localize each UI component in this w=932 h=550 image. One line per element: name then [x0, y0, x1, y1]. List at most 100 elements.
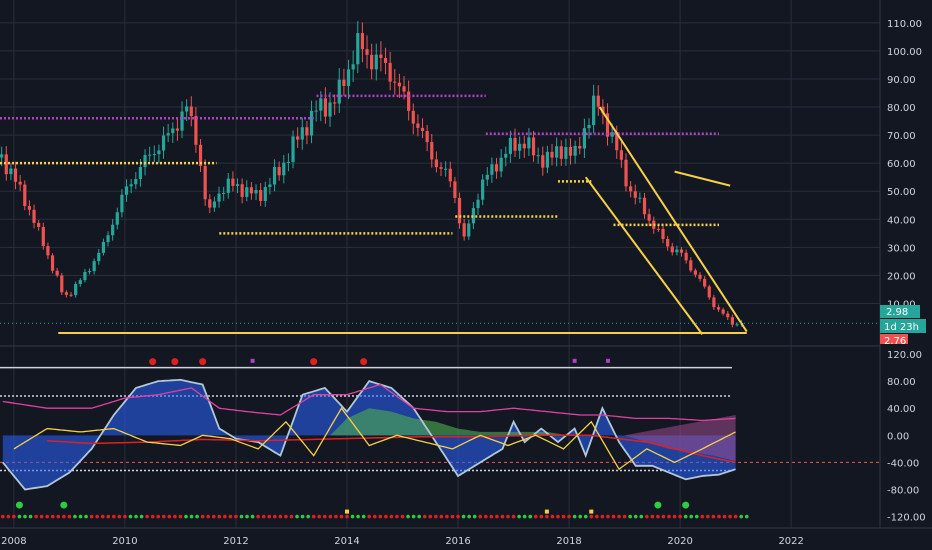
candle-body	[286, 161, 291, 163]
candle-body	[226, 178, 230, 193]
bottom-dot	[39, 514, 44, 519]
candle-body	[707, 286, 711, 298]
time-axis[interactable]: 2008 2010 2012 2014 2016 2018 2020 2022	[1, 536, 804, 547]
bottom-dot	[89, 514, 94, 519]
red-signal-dot	[310, 358, 318, 366]
bottom-dot	[184, 514, 188, 519]
bottom-dot	[206, 514, 211, 519]
candle-body	[148, 154, 152, 156]
bottom-dot	[67, 514, 72, 519]
bottom-dot	[633, 514, 638, 519]
last-price-label: 2.98	[886, 307, 908, 318]
bottom-dot	[567, 514, 571, 519]
bottom-dot	[589, 514, 594, 519]
bottom-dot	[533, 514, 538, 519]
green-signal-dot	[15, 501, 23, 509]
bottom-dot	[506, 514, 510, 519]
bottom-dot	[511, 514, 516, 519]
bottom-dot	[500, 514, 505, 519]
bottom-dot	[395, 514, 399, 519]
candle-body	[522, 143, 526, 149]
bottom-dot	[189, 514, 194, 519]
candle-body	[712, 297, 716, 308]
time-tick-label: 2022	[778, 536, 803, 547]
candle-body	[351, 64, 355, 70]
red-signal-dot	[199, 358, 207, 366]
time-tick-label: 2016	[445, 536, 470, 547]
candle-body	[180, 111, 184, 131]
candle-body	[568, 147, 573, 156]
candle-body	[323, 98, 328, 117]
green-signal-dot	[654, 501, 662, 509]
bottom-dot	[367, 514, 372, 519]
candle-body	[444, 168, 448, 170]
bottom-dot	[583, 514, 588, 519]
bottom-dot	[628, 514, 632, 519]
bottom-dot	[645, 514, 649, 519]
bottom-dot	[700, 514, 705, 519]
bottom-dot	[84, 514, 88, 519]
grid	[0, 0, 880, 528]
candle-body	[393, 81, 397, 83]
candle-body	[735, 324, 739, 326]
bottom-yellow-mark	[589, 509, 594, 514]
bottom-yellow-mark	[345, 509, 350, 514]
candle-body	[314, 110, 318, 112]
oscillator-axis[interactable]: 120.00 80.00 40.00 0.00 -40.00 -80.00 -120.00	[887, 350, 926, 524]
bottom-dot	[378, 514, 383, 519]
bottom-dot	[350, 514, 355, 519]
trendline	[584, 176, 704, 335]
bottom-dot	[123, 514, 127, 519]
candle-body	[481, 179, 485, 200]
candle-body	[309, 110, 314, 136]
candle-body	[531, 137, 536, 156]
last-price-tag: 2.98	[880, 305, 920, 318]
candle-body	[578, 145, 582, 149]
price-tick-label: 110.00	[887, 19, 922, 30]
bottom-dot	[717, 514, 721, 519]
bottom-dot	[62, 514, 66, 519]
trendline	[598, 106, 748, 333]
bottom-dot	[295, 514, 299, 519]
candle-body	[268, 184, 272, 187]
oscillator-tick-label: 80.00	[887, 377, 916, 388]
bottom-dot	[411, 514, 416, 519]
bottom-dot	[217, 514, 222, 519]
oscillator-tick-label: 120.00	[887, 350, 922, 361]
bottom-dot	[539, 514, 544, 519]
bottom-dot	[484, 514, 488, 519]
candle-body	[166, 133, 170, 136]
candle-body	[115, 212, 119, 225]
candle-body	[296, 136, 300, 140]
candle-body	[282, 162, 286, 176]
bottom-dot	[261, 514, 266, 519]
low-price-label: 2.76	[884, 336, 906, 347]
candle-body	[504, 153, 508, 158]
price-tick-label: 30.00	[887, 243, 916, 254]
candle-body	[272, 166, 277, 185]
candle-body	[485, 174, 489, 180]
price-tick-label: 20.00	[887, 271, 916, 282]
candle-body	[490, 164, 494, 175]
candle-body	[4, 154, 8, 175]
candle-body	[263, 186, 267, 202]
bottom-dot	[661, 514, 666, 519]
candle-body	[212, 201, 217, 208]
bottom-dot	[95, 514, 99, 519]
bottom-dot	[234, 514, 238, 519]
candle-body	[134, 179, 138, 185]
bottom-dot	[372, 514, 377, 519]
price-tick-label: 70.00	[887, 131, 916, 142]
bottom-dot	[595, 514, 599, 519]
candle-body	[518, 143, 522, 151]
bottom-dot	[23, 514, 27, 519]
candle-body	[337, 79, 341, 104]
candle-body	[508, 137, 512, 154]
bottom-dot	[311, 514, 316, 519]
candle-body	[397, 82, 402, 87]
candle-body	[425, 131, 429, 143]
candle-body	[675, 249, 679, 253]
price-pane	[0, 21, 880, 335]
candle-body	[152, 154, 156, 156]
price-tick-label: 100.00	[887, 47, 922, 58]
